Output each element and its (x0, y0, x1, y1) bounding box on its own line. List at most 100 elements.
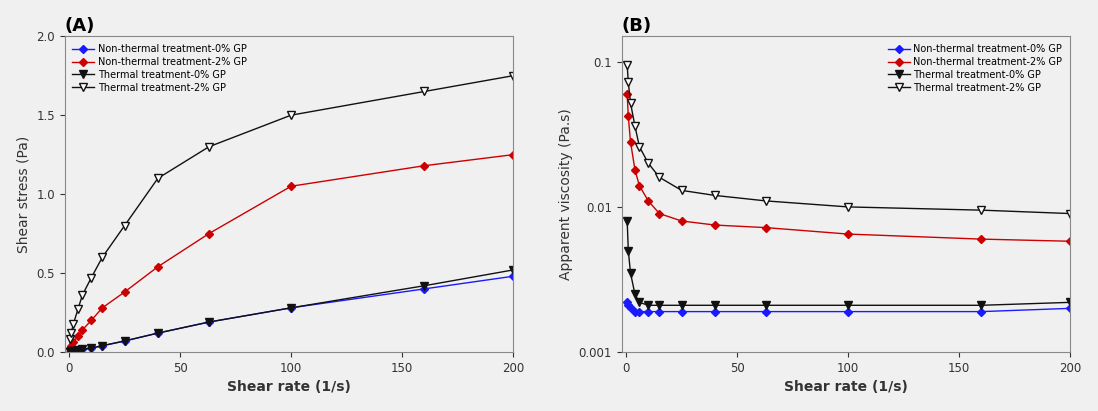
Non-thermal treatment-0% GP (506, 274, 519, 279)
Thermal treatment-2% GP (152, 176, 165, 181)
Thermal treatment-2% GP (632, 144, 646, 149)
Non-thermal treatment-2% GP (628, 167, 641, 172)
Thermal treatment-0% GP (708, 303, 721, 308)
Non-thermal treatment-0% GP (117, 339, 131, 344)
Non-thermal treatment-2% GP (760, 225, 773, 230)
Non-thermal treatment-0% GP (284, 305, 298, 310)
Non-thermal treatment-0% GP (841, 309, 854, 314)
Thermal treatment-2% GP (841, 204, 854, 209)
Thermal treatment-0% GP (641, 303, 654, 308)
Non-thermal treatment-0% GP (628, 309, 641, 314)
Non-thermal treatment-2% GP (506, 152, 519, 157)
Non-thermal treatment-0% GP (152, 330, 165, 335)
Non-thermal treatment-0% GP (1064, 306, 1077, 311)
Non-thermal treatment-0% GP (653, 309, 666, 314)
Non-thermal treatment-0% GP (417, 286, 430, 291)
Non-thermal treatment-0% GP (760, 309, 773, 314)
Thermal treatment-2% GP (417, 89, 430, 94)
Thermal treatment-2% GP (628, 124, 641, 129)
Thermal treatment-0% GP (202, 320, 215, 325)
Non-thermal treatment-0% GP (202, 320, 215, 325)
Thermal treatment-0% GP (67, 349, 80, 353)
Thermal treatment-0% GP (96, 343, 109, 348)
Non-thermal treatment-0% GP (632, 309, 646, 314)
Non-thermal treatment-2% GP (975, 237, 988, 242)
Non-thermal treatment-2% GP (96, 305, 109, 310)
Line: Non-thermal treatment-2% GP: Non-thermal treatment-2% GP (67, 152, 516, 351)
Non-thermal treatment-2% GP (284, 184, 298, 189)
Line: Non-thermal treatment-2% GP: Non-thermal treatment-2% GP (624, 91, 1074, 245)
Thermal treatment-0% GP (71, 348, 85, 353)
Thermal treatment-2% GP (708, 193, 721, 198)
Non-thermal treatment-0% GP (96, 343, 109, 348)
Thermal treatment-0% GP (760, 303, 773, 308)
Thermal treatment-2% GP (85, 275, 98, 280)
Line: Thermal treatment-0% GP: Thermal treatment-0% GP (66, 266, 517, 356)
Thermal treatment-2% GP (67, 321, 80, 326)
Thermal treatment-0% GP (675, 303, 688, 308)
Thermal treatment-0% GP (841, 303, 854, 308)
Thermal treatment-0% GP (64, 349, 77, 354)
Non-thermal treatment-0% GP (624, 306, 637, 311)
Y-axis label: Apparent viscosity (Pa.s): Apparent viscosity (Pa.s) (559, 108, 573, 280)
Non-thermal treatment-2% GP (64, 346, 77, 351)
Non-thermal treatment-2% GP (76, 328, 89, 332)
Non-thermal treatment-0% GP (64, 349, 77, 354)
Non-thermal treatment-0% GP (85, 346, 98, 351)
Non-thermal treatment-0% GP (76, 347, 89, 352)
Thermal treatment-0% GP (621, 248, 635, 253)
Non-thermal treatment-2% GP (708, 223, 721, 228)
Thermal treatment-0% GP (620, 219, 634, 224)
Thermal treatment-0% GP (506, 268, 519, 272)
Thermal treatment-2% GP (641, 161, 654, 166)
Thermal treatment-0% GP (417, 283, 430, 288)
Thermal treatment-2% GP (620, 62, 634, 67)
Non-thermal treatment-2% GP (65, 343, 78, 348)
Non-thermal treatment-0% GP (641, 309, 654, 314)
Thermal treatment-0% GP (85, 346, 98, 351)
Thermal treatment-2% GP (96, 255, 109, 260)
Non-thermal treatment-2% GP (202, 231, 215, 236)
Thermal treatment-2% GP (621, 80, 635, 85)
Non-thermal treatment-2% GP (675, 219, 688, 224)
Non-thermal treatment-2% GP (632, 183, 646, 188)
Non-thermal treatment-2% GP (117, 290, 131, 295)
Thermal treatment-0% GP (117, 339, 131, 344)
Thermal treatment-0% GP (975, 303, 988, 308)
Y-axis label: Shear stress (Pa): Shear stress (Pa) (16, 136, 31, 253)
Non-thermal treatment-0% GP (620, 300, 634, 305)
Non-thermal treatment-2% GP (621, 114, 635, 119)
Non-thermal treatment-2% GP (1064, 239, 1077, 244)
Thermal treatment-0% GP (65, 349, 78, 354)
Thermal treatment-2% GP (1064, 211, 1077, 216)
Thermal treatment-2% GP (76, 293, 89, 298)
Thermal treatment-2% GP (975, 208, 988, 212)
Thermal treatment-2% GP (117, 223, 131, 228)
Thermal treatment-2% GP (202, 144, 215, 149)
Non-thermal treatment-0% GP (708, 309, 721, 314)
Non-thermal treatment-2% GP (653, 211, 666, 216)
Thermal treatment-0% GP (624, 270, 637, 275)
Non-thermal treatment-0% GP (975, 309, 988, 314)
Non-thermal treatment-0% GP (675, 309, 688, 314)
Thermal treatment-0% GP (284, 305, 298, 310)
Thermal treatment-0% GP (632, 300, 646, 305)
Thermal treatment-2% GP (65, 330, 78, 335)
Thermal treatment-0% GP (628, 292, 641, 297)
Thermal treatment-2% GP (675, 188, 688, 193)
Thermal treatment-0% GP (653, 303, 666, 308)
Thermal treatment-2% GP (624, 101, 637, 106)
Non-thermal treatment-2% GP (841, 232, 854, 237)
Legend: Non-thermal treatment-0% GP, Non-thermal treatment-2% GP, Thermal treatment-0% G: Non-thermal treatment-0% GP, Non-thermal… (885, 41, 1065, 96)
Non-thermal treatment-0% GP (67, 349, 80, 353)
Line: Thermal treatment-2% GP: Thermal treatment-2% GP (624, 61, 1074, 217)
Non-thermal treatment-2% GP (624, 140, 637, 145)
X-axis label: Shear rate (1/s): Shear rate (1/s) (227, 380, 350, 394)
X-axis label: Shear rate (1/s): Shear rate (1/s) (784, 380, 908, 394)
Line: Thermal treatment-2% GP: Thermal treatment-2% GP (66, 72, 517, 343)
Non-thermal treatment-0% GP (621, 303, 635, 308)
Line: Non-thermal treatment-0% GP: Non-thermal treatment-0% GP (67, 273, 516, 355)
Thermal treatment-2% GP (64, 337, 77, 342)
Non-thermal treatment-2% GP (417, 163, 430, 168)
Text: (A): (A) (65, 17, 94, 35)
